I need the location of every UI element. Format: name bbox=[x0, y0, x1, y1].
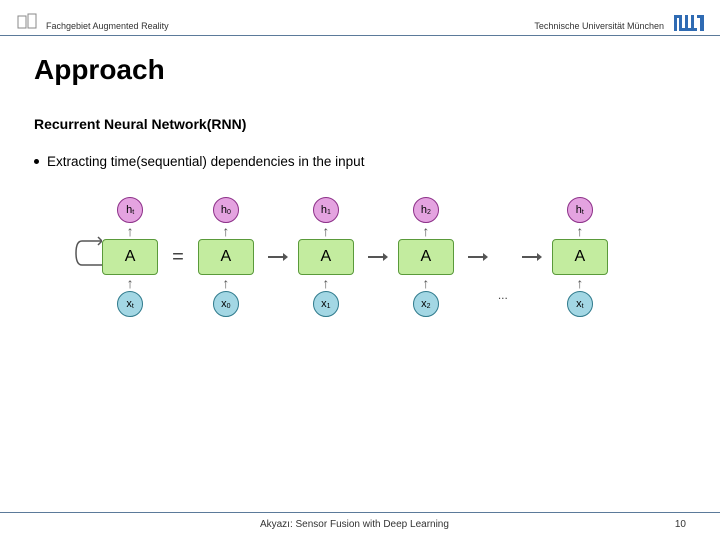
x-node: x1 bbox=[313, 291, 339, 317]
cell-box: A bbox=[552, 239, 608, 275]
rnn-diagram: ht ↑ A ↑ xt = h0 ↑ A ↑ x0 h1 bbox=[24, 197, 686, 317]
right-arrow-icon bbox=[268, 256, 284, 258]
up-arrow-icon: ↑ bbox=[576, 227, 583, 235]
footer-caption: Akyazı: Sensor Fusion with Deep Learning bbox=[34, 519, 675, 530]
slide-title: Approach bbox=[34, 54, 686, 86]
h-node: h1 bbox=[313, 197, 339, 223]
h-node: h2 bbox=[413, 197, 439, 223]
slide-header: Fachgebiet Augmented Reality Technische … bbox=[0, 0, 720, 36]
rnn-cell-recurrent: ht ↑ A ↑ xt bbox=[102, 197, 158, 317]
rnn-cell-unrolled: h1 ↑ A ↑ x1 bbox=[298, 197, 354, 317]
right-arrow-icon bbox=[468, 256, 484, 258]
cell-box: A bbox=[198, 239, 254, 275]
right-arrow-icon bbox=[368, 256, 384, 258]
slide-subtitle: Recurrent Neural Network(RNN) bbox=[34, 116, 686, 132]
cell-box: A bbox=[398, 239, 454, 275]
horizontal-connector bbox=[368, 239, 384, 275]
cell-box: A bbox=[298, 239, 354, 275]
up-arrow-icon: ↑ bbox=[422, 227, 429, 235]
horizontal-connector bbox=[522, 239, 538, 275]
up-arrow-icon: ↑ bbox=[222, 279, 229, 287]
bullet-dot-icon bbox=[34, 159, 39, 164]
x-node: x0 bbox=[213, 291, 239, 317]
department-name: Fachgebiet Augmented Reality bbox=[46, 21, 169, 31]
up-arrow-icon: ↑ bbox=[222, 227, 229, 235]
h-node: ht bbox=[117, 197, 143, 223]
up-arrow-icon: ↑ bbox=[322, 227, 329, 235]
horizontal-connector bbox=[468, 239, 484, 275]
ellipsis: ... bbox=[498, 288, 508, 302]
up-arrow-icon: ↑ bbox=[422, 279, 429, 287]
header-right: Technische Universität München bbox=[534, 15, 704, 31]
rnn-cell-unrolled: ht ↑ A ↑ xt bbox=[552, 197, 608, 317]
university-name: Technische Universität München bbox=[534, 21, 664, 31]
up-arrow-icon: ↑ bbox=[127, 227, 134, 235]
horizontal-connector bbox=[268, 239, 284, 275]
department-icon bbox=[16, 13, 38, 31]
header-left: Fachgebiet Augmented Reality bbox=[16, 13, 534, 31]
right-arrow-icon bbox=[522, 256, 538, 258]
bullet-text: Extracting time(sequential) dependencies… bbox=[47, 154, 364, 169]
h-node: ht bbox=[567, 197, 593, 223]
x-node: xt bbox=[117, 291, 143, 317]
up-arrow-icon: ↑ bbox=[576, 279, 583, 287]
h-node: h0 bbox=[213, 197, 239, 223]
tum-logo-icon bbox=[674, 15, 704, 31]
page-number: 10 bbox=[675, 519, 686, 530]
equals-sign: = bbox=[172, 246, 184, 269]
bullet-item: Extracting time(sequential) dependencies… bbox=[34, 154, 686, 169]
slide-content: Approach Recurrent Neural Network(RNN) E… bbox=[0, 36, 720, 317]
up-arrow-icon: ↑ bbox=[322, 279, 329, 287]
self-loop-arrow-icon bbox=[72, 233, 102, 273]
x-node: xt bbox=[567, 291, 593, 317]
rnn-cell-unrolled: h2 ↑ A ↑ x2 bbox=[398, 197, 454, 317]
x-node: x2 bbox=[413, 291, 439, 317]
cell-box: A bbox=[102, 239, 158, 275]
up-arrow-icon: ↑ bbox=[127, 279, 134, 287]
rnn-cell-unrolled: h0 ↑ A ↑ x0 bbox=[198, 197, 254, 317]
slide-footer: Akyazı: Sensor Fusion with Deep Learning… bbox=[0, 512, 720, 530]
